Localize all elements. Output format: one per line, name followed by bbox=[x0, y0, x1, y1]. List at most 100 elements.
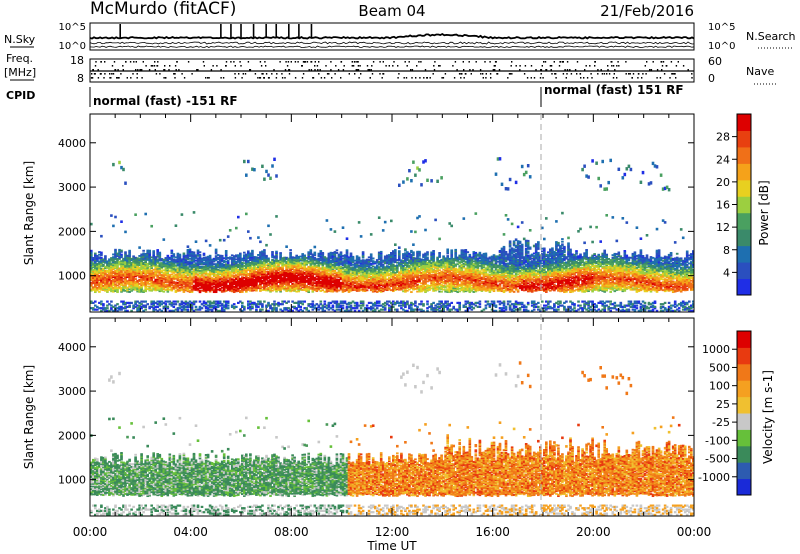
power-cell bbox=[361, 264, 365, 267]
power-cell bbox=[198, 271, 202, 274]
power-noise-cell bbox=[206, 307, 210, 310]
power-cell bbox=[98, 290, 101, 293]
power-cell bbox=[291, 264, 294, 267]
power-cell bbox=[353, 274, 357, 277]
power-noise-cell bbox=[214, 305, 218, 308]
power-cell bbox=[293, 272, 296, 275]
power-cell bbox=[90, 279, 93, 281]
power-cell bbox=[343, 266, 347, 269]
power-cell bbox=[404, 270, 407, 273]
power-cell bbox=[394, 282, 397, 285]
power-cell bbox=[200, 269, 204, 272]
power-cell bbox=[293, 259, 296, 262]
power-cell bbox=[210, 283, 214, 286]
power-cell bbox=[239, 255, 242, 258]
power-cell bbox=[166, 274, 170, 277]
power-cell bbox=[349, 280, 353, 283]
power-cell bbox=[218, 257, 222, 260]
power-cell bbox=[295, 278, 299, 281]
power-cell bbox=[148, 276, 152, 279]
power-cell bbox=[241, 288, 244, 291]
power-cell bbox=[373, 261, 377, 264]
nave-dot bbox=[614, 69, 616, 71]
nave-dot bbox=[555, 77, 557, 79]
power-noise-cell bbox=[293, 305, 296, 308]
power-cell bbox=[377, 254, 381, 257]
power-cell bbox=[243, 258, 246, 261]
power-cell bbox=[222, 279, 226, 282]
power-noise-cell bbox=[295, 308, 299, 311]
power-cell bbox=[396, 276, 399, 279]
power-cell bbox=[398, 263, 401, 266]
power-cell bbox=[208, 289, 212, 292]
power-noise-cell bbox=[255, 308, 258, 311]
power-cell bbox=[228, 268, 232, 271]
power-cell bbox=[172, 261, 176, 264]
power-cell bbox=[98, 276, 101, 279]
power-cell bbox=[251, 257, 254, 260]
power-noise-cell bbox=[194, 308, 198, 311]
power-cell bbox=[120, 260, 123, 263]
power-noise-cell bbox=[96, 308, 99, 311]
power-cell bbox=[128, 261, 131, 264]
power-cell bbox=[224, 254, 228, 256]
power-cell bbox=[295, 256, 299, 258]
power-cell bbox=[355, 258, 359, 260]
power-cell bbox=[176, 267, 180, 270]
power-cell bbox=[265, 274, 268, 277]
power-noise-cell bbox=[92, 307, 95, 310]
power-cell bbox=[398, 278, 401, 281]
power-noise-cell bbox=[339, 300, 343, 303]
power-cell bbox=[309, 270, 313, 273]
power-cell bbox=[355, 281, 359, 284]
nave-dot bbox=[566, 61, 569, 63]
power-cell bbox=[293, 275, 296, 278]
power-cell bbox=[402, 257, 405, 260]
power-cell bbox=[379, 262, 383, 265]
power-cell bbox=[289, 266, 292, 269]
power-cell bbox=[363, 266, 367, 269]
power-noise-cell bbox=[226, 301, 230, 304]
power-cell bbox=[353, 281, 357, 283]
power-cell bbox=[220, 260, 224, 263]
power-cell bbox=[144, 254, 148, 257]
nave-dot bbox=[207, 77, 209, 79]
power-noise-cell bbox=[335, 304, 339, 307]
power-cell bbox=[228, 275, 232, 277]
power-cell bbox=[255, 259, 258, 261]
power-cell bbox=[267, 282, 270, 285]
power-cell bbox=[323, 262, 327, 265]
power-cell bbox=[178, 276, 182, 279]
power-cell bbox=[287, 262, 290, 265]
power-cell bbox=[126, 260, 129, 263]
power-cell bbox=[166, 260, 170, 263]
power-cell bbox=[164, 269, 168, 272]
power-cell bbox=[379, 277, 383, 280]
power-cell bbox=[309, 287, 313, 290]
power-cell bbox=[120, 250, 123, 253]
nsky-label: N.Sky bbox=[4, 33, 36, 46]
power-cell bbox=[232, 276, 236, 279]
power-cell bbox=[283, 276, 286, 279]
nave-dot bbox=[462, 61, 464, 63]
nave-dot bbox=[156, 65, 159, 67]
power-cell bbox=[124, 253, 127, 256]
power-cell bbox=[198, 276, 202, 279]
power-cell bbox=[118, 276, 121, 279]
power-noise-cell bbox=[104, 308, 107, 311]
power-cell bbox=[130, 264, 133, 267]
power-cell bbox=[249, 256, 252, 259]
power-noise-cell bbox=[184, 303, 188, 306]
power-cell bbox=[243, 270, 246, 273]
power-cell bbox=[142, 263, 145, 266]
power-cell bbox=[218, 278, 222, 281]
power-cell bbox=[279, 252, 282, 255]
power-cell bbox=[118, 251, 121, 254]
power-cell bbox=[394, 265, 397, 268]
power-cell bbox=[325, 264, 329, 267]
power-cell bbox=[214, 264, 218, 267]
nave-dot bbox=[302, 73, 305, 75]
power-noise-cell bbox=[202, 301, 206, 304]
power-cell bbox=[369, 254, 373, 257]
power-cell bbox=[104, 283, 107, 286]
